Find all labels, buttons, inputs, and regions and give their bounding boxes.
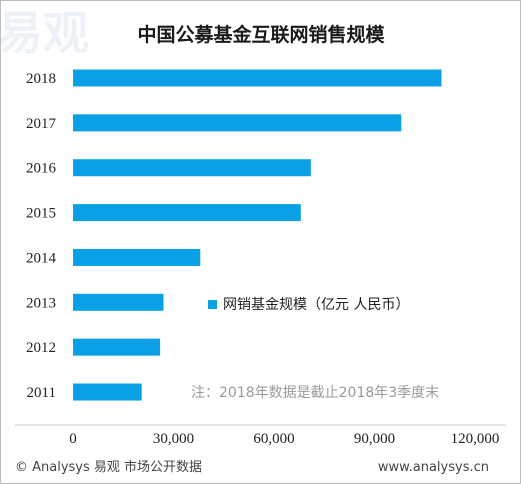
bar-2015 <box>73 204 301 222</box>
bar-2017 <box>73 114 402 132</box>
y-tick-label-2015: 2015 <box>26 206 56 222</box>
bar-2012 <box>73 338 161 356</box>
x-tick-label-60,000: 60,000 <box>253 431 294 447</box>
y-tick-label-2013: 2013 <box>26 295 56 311</box>
chart-annotation: 注：2018年数据是截止2018年3季度末 <box>191 385 439 401</box>
footer-source: © Analysys 易观 市场公开数据 <box>15 459 202 475</box>
x-tick-label-120,000: 120,000 <box>451 431 500 447</box>
bar-2011 <box>73 383 142 401</box>
legend: 网销基金规模（亿元 人民币） <box>208 296 409 313</box>
x-tick-label-0: 0 <box>69 431 77 447</box>
y-tick-label-2011: 2011 <box>27 385 56 401</box>
y-tick-label-2016: 2016 <box>26 161 57 177</box>
bar-2016 <box>73 159 311 177</box>
bar-2013 <box>73 293 164 311</box>
y-tick-label-2018: 2018 <box>26 71 56 87</box>
bar-2014 <box>73 248 201 266</box>
x-tick-label-30,000: 30,000 <box>153 431 194 447</box>
chart-title: 中国公募基金互联网销售规模 <box>137 23 385 46</box>
bar-2018 <box>73 69 442 87</box>
watermark-text: 易观 <box>1 6 89 60</box>
y-tick-label-2017: 2017 <box>26 116 57 132</box>
y-tick-label-2014: 2014 <box>26 250 57 266</box>
y-tick-label-2012: 2012 <box>26 340 56 356</box>
legend-label: 网销基金规模（亿元 人民币） <box>223 296 409 313</box>
legend-swatch <box>208 300 217 309</box>
x-tick-label-90,000: 90,000 <box>354 431 395 447</box>
footer-website: www.analysys.cn <box>378 460 489 475</box>
